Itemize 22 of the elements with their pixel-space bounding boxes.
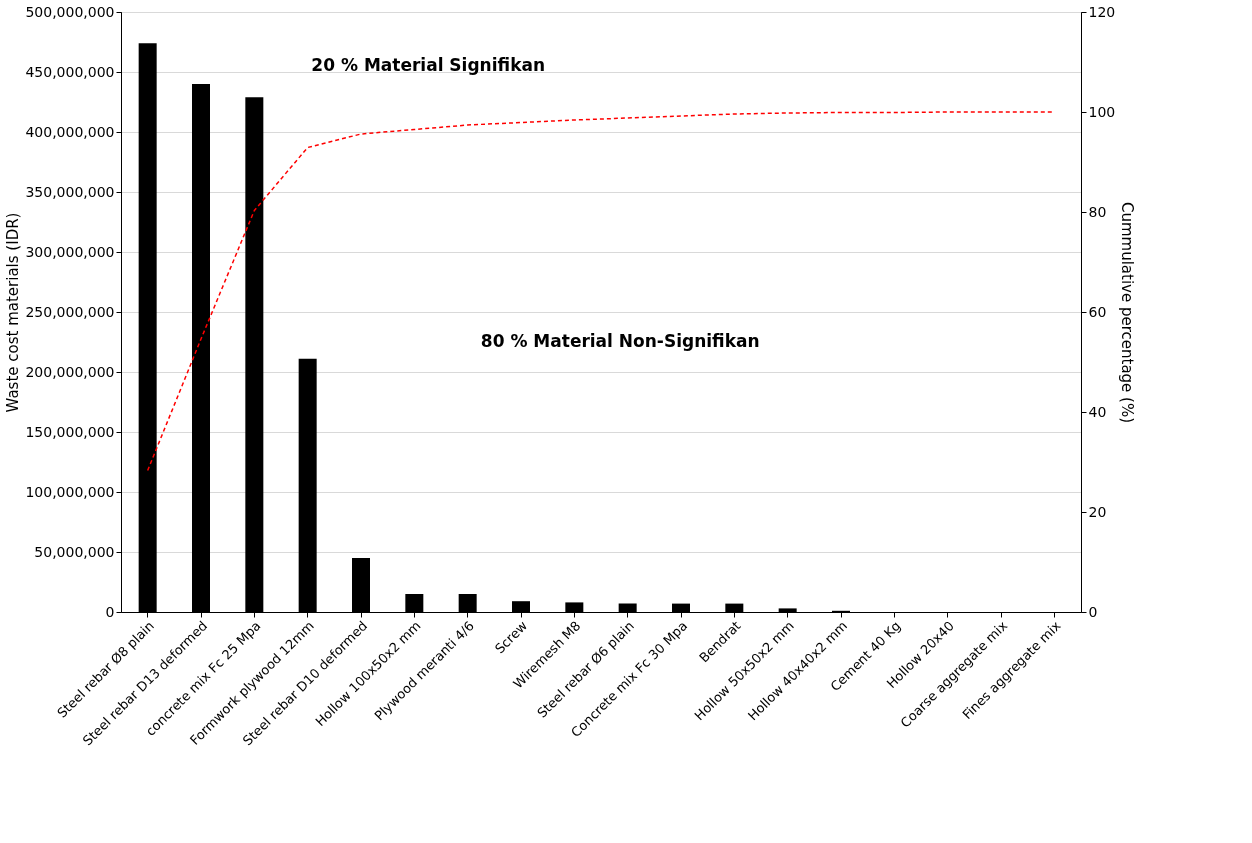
y2-axis-title: Cummulative percentage (%) [1118,201,1137,424]
y-tick-label: 450,000,000 [25,63,115,80]
y-tick-label: 350,000,000 [25,183,115,200]
y-tick-label: 250,000,000 [25,303,115,320]
y-tick-label: 200,000,000 [25,363,115,380]
y2-tick-label: 20 [1088,503,1107,520]
y2-tick-label: 120 [1088,3,1116,20]
y2-tick-label: 0 [1088,603,1098,620]
y2-tick-label: 40 [1088,403,1107,420]
y-tick-label: 300,000,000 [25,243,115,260]
annotation: 80 % Material Non-Signifikan [480,331,760,351]
y-tick-label: 150,000,000 [25,423,115,440]
y2-tick-label: 60 [1088,303,1107,320]
y-tick-label: 0 [105,603,115,620]
y2-tick-label: 100 [1088,103,1116,120]
y-tick-label: 50,000,000 [34,543,115,560]
annotation: 20 % Material Signifikan [311,55,546,75]
y-tick-label: 500,000,000 [25,3,115,20]
y-tick-label: 400,000,000 [25,123,115,140]
y-tick-label: 100,000,000 [25,483,115,500]
y2-tick-label: 80 [1088,203,1107,220]
y-axis-title: Waste cost materials (IDR) [4,212,23,413]
